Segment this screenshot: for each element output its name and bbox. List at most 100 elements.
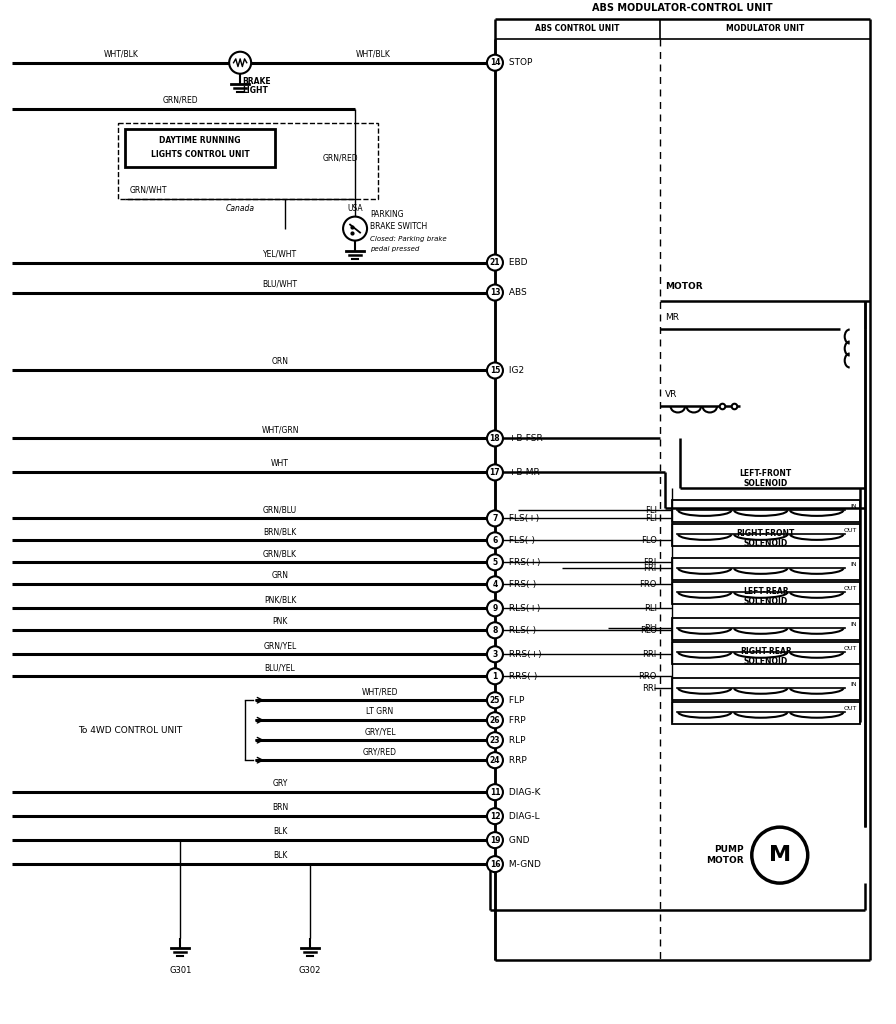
Circle shape: [487, 577, 503, 592]
Text: ORN: ORN: [271, 357, 289, 367]
Circle shape: [487, 732, 503, 749]
Text: BLU/WHT: BLU/WHT: [263, 280, 297, 289]
Text: RIGHT-REAR
SOLENOID: RIGHT-REAR SOLENOID: [740, 647, 792, 667]
Circle shape: [487, 692, 503, 709]
Text: MOTOR: MOTOR: [665, 282, 702, 291]
Text: FRI: FRI: [643, 564, 657, 572]
Text: PUMP
MOTOR: PUMP MOTOR: [706, 846, 744, 865]
Text: PNK: PNK: [272, 617, 288, 627]
Text: WHT/BLK: WHT/BLK: [356, 50, 391, 58]
Text: BRN: BRN: [272, 803, 289, 812]
Text: LIGHT: LIGHT: [242, 86, 268, 94]
Text: STOP: STOP: [506, 58, 532, 68]
Text: IG2: IG2: [506, 366, 524, 375]
Text: LT GRN: LT GRN: [366, 708, 393, 716]
Text: RIGHT-FRONT
SOLENOID: RIGHT-FRONT SOLENOID: [737, 529, 795, 549]
Text: IN: IN: [850, 505, 857, 509]
Text: +B-FSR: +B-FSR: [506, 434, 543, 443]
Text: FRO: FRO: [640, 580, 657, 589]
Text: 3: 3: [492, 650, 497, 658]
Text: LIGHTS CONTROL UNIT: LIGHTS CONTROL UNIT: [151, 151, 250, 159]
Text: 11: 11: [490, 787, 500, 797]
Text: FLS(+): FLS(+): [506, 514, 539, 523]
Bar: [125, 129, 275, 167]
Bar: [118, 123, 378, 199]
Text: GRY/RED: GRY/RED: [363, 748, 397, 756]
Text: 4: 4: [492, 580, 497, 589]
Text: LEFT-REAR
SOLENOID: LEFT-REAR SOLENOID: [743, 587, 788, 606]
Text: BLU/YEL: BLU/YEL: [264, 664, 296, 673]
Text: BRAKE: BRAKE: [242, 77, 271, 86]
Text: 14: 14: [490, 58, 500, 68]
Text: RLI: RLI: [644, 624, 657, 633]
Text: 7: 7: [492, 514, 497, 523]
Text: IN: IN: [850, 682, 857, 687]
Bar: [672, 524, 859, 547]
Text: GRN/BLK: GRN/BLK: [263, 549, 297, 558]
Text: 18: 18: [489, 434, 500, 443]
Text: Closed: Parking brake: Closed: Parking brake: [370, 236, 447, 242]
Bar: [672, 558, 859, 581]
Text: OUT: OUT: [843, 587, 857, 591]
Text: BLK: BLK: [273, 827, 288, 837]
Text: RLS(+): RLS(+): [506, 604, 540, 612]
Circle shape: [487, 430, 503, 446]
Text: FRP: FRP: [506, 716, 526, 725]
Circle shape: [487, 554, 503, 570]
Text: WHT/RED: WHT/RED: [362, 687, 399, 696]
Text: M: M: [769, 845, 791, 865]
Text: G301: G301: [169, 966, 192, 975]
Text: GND: GND: [506, 836, 530, 845]
Text: 1: 1: [492, 672, 497, 681]
Text: GRN/YEL: GRN/YEL: [263, 641, 297, 650]
Text: GRN/RED: GRN/RED: [162, 95, 198, 104]
Circle shape: [487, 646, 503, 663]
Text: DIAG-L: DIAG-L: [506, 812, 539, 820]
Text: 26: 26: [490, 716, 500, 725]
Text: GRN/WHT: GRN/WHT: [130, 185, 167, 195]
Text: To 4WD CONTROL UNIT: To 4WD CONTROL UNIT: [78, 726, 183, 734]
Bar: [672, 642, 859, 665]
Text: BRN/BLK: BRN/BLK: [263, 527, 297, 537]
Text: 13: 13: [490, 288, 500, 297]
Text: FLS(-): FLS(-): [506, 536, 535, 545]
Bar: [672, 702, 859, 724]
Text: RRS(-): RRS(-): [506, 672, 538, 681]
Text: OUT: OUT: [843, 707, 857, 712]
Bar: [672, 678, 859, 700]
Text: FLP: FLP: [506, 695, 524, 705]
Text: YEL/WHT: YEL/WHT: [263, 250, 297, 259]
Text: MR: MR: [665, 312, 679, 322]
Text: RRP: RRP: [506, 756, 527, 765]
Text: 8: 8: [492, 626, 497, 635]
Circle shape: [487, 713, 503, 728]
Circle shape: [487, 510, 503, 526]
Text: RLS(-): RLS(-): [506, 626, 536, 635]
Bar: [672, 583, 859, 604]
Circle shape: [487, 465, 503, 480]
Text: RLP: RLP: [506, 735, 525, 744]
Text: Canada: Canada: [226, 204, 254, 213]
Text: 9: 9: [492, 604, 497, 612]
Circle shape: [487, 255, 503, 270]
Circle shape: [487, 285, 503, 300]
Bar: [672, 501, 859, 522]
Text: USA: USA: [348, 204, 363, 213]
Text: FLI: FLI: [645, 506, 657, 515]
Text: RRI: RRI: [642, 650, 657, 658]
Text: +B-MR: +B-MR: [506, 468, 539, 477]
Circle shape: [487, 54, 503, 71]
Circle shape: [487, 808, 503, 824]
Circle shape: [229, 52, 251, 74]
Text: DIAG-K: DIAG-K: [506, 787, 540, 797]
Text: PARKING: PARKING: [370, 210, 404, 219]
Text: 6: 6: [492, 536, 497, 545]
Text: pedal pressed: pedal pressed: [370, 246, 419, 252]
Text: 19: 19: [490, 836, 500, 845]
Text: GRN: GRN: [271, 571, 289, 581]
Text: OUT: OUT: [843, 528, 857, 534]
Circle shape: [487, 600, 503, 616]
Text: EBD: EBD: [506, 258, 528, 267]
Circle shape: [487, 753, 503, 768]
Circle shape: [487, 669, 503, 684]
